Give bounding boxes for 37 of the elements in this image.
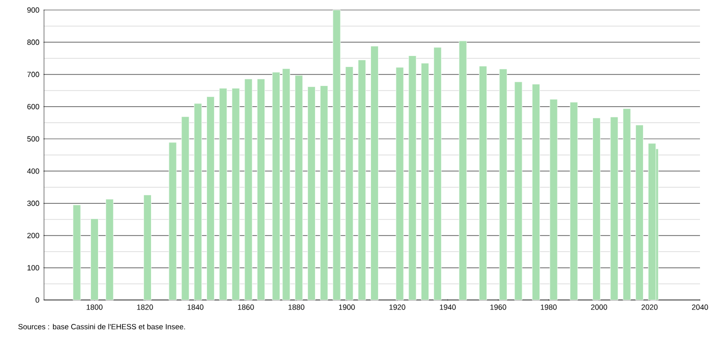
bar	[307, 86, 316, 300]
bar	[143, 194, 152, 300]
bar	[635, 124, 644, 300]
bar	[434, 47, 442, 300]
bar	[294, 75, 303, 300]
bar	[320, 86, 328, 300]
bar	[622, 108, 631, 300]
bar	[592, 118, 601, 300]
bar	[408, 56, 416, 300]
bar	[610, 116, 618, 300]
bar	[206, 96, 215, 300]
bar	[244, 78, 252, 300]
bar	[345, 66, 354, 300]
bar	[72, 204, 81, 300]
bar	[257, 78, 265, 300]
bar	[648, 143, 656, 300]
bar	[106, 198, 114, 300]
bar	[458, 40, 467, 300]
bar	[282, 68, 290, 300]
bar	[396, 67, 404, 300]
bar	[90, 218, 98, 300]
bar	[479, 66, 487, 300]
bar	[570, 102, 578, 300]
bar	[550, 99, 558, 300]
bar	[332, 10, 341, 300]
bar	[532, 84, 540, 300]
bar	[358, 60, 366, 300]
bar	[421, 62, 429, 300]
bar	[499, 68, 508, 300]
bar	[181, 116, 190, 300]
bar	[168, 142, 177, 300]
bar	[219, 88, 228, 300]
bar	[514, 82, 522, 300]
bar	[194, 103, 202, 300]
bar	[272, 72, 280, 300]
bar	[370, 46, 379, 300]
bar	[232, 88, 240, 300]
